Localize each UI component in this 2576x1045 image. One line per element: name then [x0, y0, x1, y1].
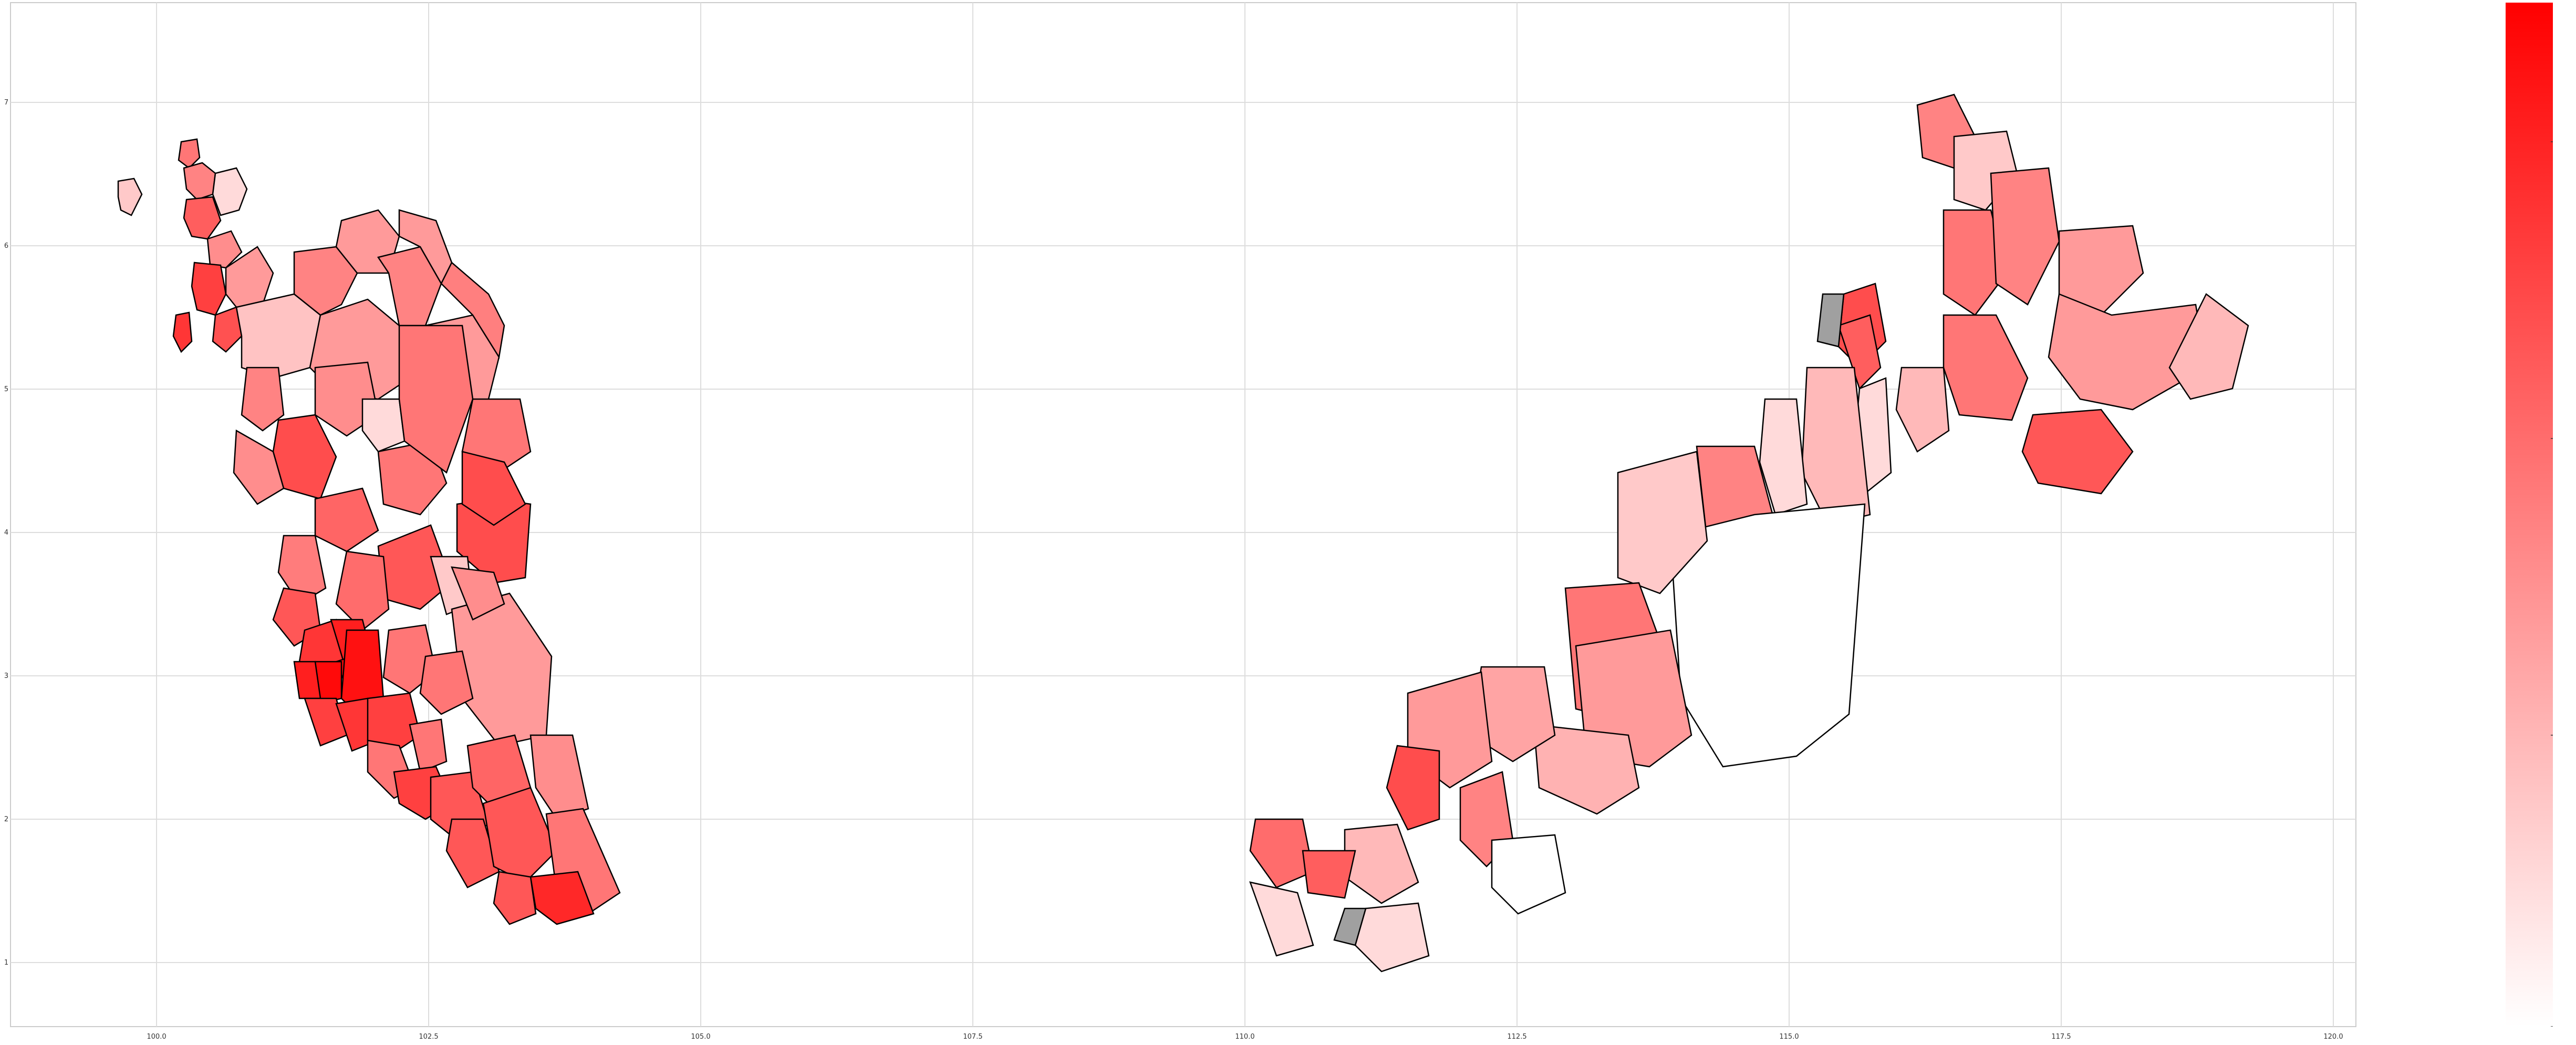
- x-tick-label: 110.0: [1235, 1033, 1254, 1041]
- axes-frame: [10, 2, 2356, 1027]
- district-tawau: [2021, 409, 2134, 495]
- district-ranau: [1943, 209, 2008, 316]
- choropleth-map: 100.0 102.5 105.0 107.5 110.0 112.5 115.0 117.5…: [4, 2, 2356, 1041]
- district-kuantan: [461, 451, 526, 526]
- district-tenom: [1895, 367, 1950, 453]
- district-jempol: [419, 650, 474, 715]
- district-song: [1354, 902, 1430, 973]
- district-mersing: [529, 734, 589, 820]
- y-tick-label: 5: [4, 385, 8, 393]
- district-keningau: [1943, 314, 2029, 421]
- district-lubok-antu: [1249, 881, 1314, 957]
- colorbar-ticks: [2551, 141, 2553, 1027]
- x-tick-label: 105.0: [691, 1033, 710, 1041]
- district-tampin: [409, 718, 448, 773]
- district-dalat: [1302, 850, 1356, 899]
- y-tick-label: 6: [4, 242, 8, 250]
- district-labuan: [1816, 293, 1845, 348]
- district-pontian: [493, 871, 537, 925]
- districts-layer: [117, 93, 2249, 973]
- district-serian: [1344, 823, 1419, 904]
- x-tick-label: 115.0: [1779, 1033, 1799, 1041]
- x-tick-label: 120.0: [2323, 1033, 2343, 1041]
- district-penang: [172, 311, 193, 353]
- district-bentong: [335, 550, 390, 631]
- x-tick-label: 102.5: [419, 1033, 438, 1041]
- x-tick-label: 100.0: [147, 1033, 166, 1041]
- district-kulim: [212, 306, 243, 353]
- district-pekan: [451, 566, 505, 621]
- colorbar: [2506, 3, 2553, 1027]
- y-tick-label: 7: [4, 99, 8, 107]
- district-sandakan: [2058, 225, 2144, 316]
- district-cameron-highlands: [361, 398, 406, 453]
- district-kubang-pasu: [183, 162, 216, 201]
- y-axis-ticks: 1 2 3 4 5 6 7: [4, 99, 8, 967]
- x-tick-label: 117.5: [2051, 1033, 2071, 1041]
- district-larut-matang: [241, 367, 285, 432]
- colorbar-gradient: [2506, 3, 2553, 1027]
- district-kuala-muda: [191, 262, 227, 316]
- district-kapit: [1669, 503, 1866, 768]
- y-tick-label: 4: [4, 529, 8, 537]
- district-batang-padang: [314, 487, 379, 552]
- district-hulu-perak: [235, 293, 321, 379]
- district-seremban: [367, 692, 421, 757]
- district-batu-pahat: [445, 818, 500, 889]
- district-langkawi: [117, 177, 143, 216]
- y-tick-label: 2: [4, 816, 8, 823]
- district-kinabatangan: [2048, 293, 2207, 411]
- district-julau: [1333, 907, 1367, 946]
- y-tick-label: 1: [4, 959, 8, 967]
- x-tick-label: 107.5: [963, 1033, 982, 1041]
- district-perlis: [178, 138, 201, 169]
- district-padang-terap: [212, 167, 248, 216]
- district-jerantut: [398, 325, 474, 474]
- district-lahad-datu: [2168, 293, 2249, 400]
- x-tick-label: 112.5: [1507, 1033, 1526, 1041]
- district-kuching: [1386, 745, 1440, 831]
- district-klang: [293, 661, 321, 699]
- district-kuala-terengganu: [440, 262, 505, 359]
- x-axis-ticks: 100.0 102.5 105.0 107.5 110.0 112.5 115.0 117.5…: [147, 1033, 2343, 1041]
- district-beluran: [1990, 167, 2060, 306]
- district-kota-setar: [183, 196, 222, 240]
- district-song-south: [1491, 834, 1566, 915]
- y-tick-label: 3: [4, 672, 8, 680]
- district-manjung: [233, 429, 285, 505]
- district-sarikei: [1533, 724, 1640, 815]
- district-pendang: [206, 230, 243, 269]
- district-limbang: [1759, 398, 1808, 516]
- district-lundu: [1249, 818, 1314, 889]
- district-dungun: [461, 398, 532, 474]
- district-kluang: [482, 787, 558, 883]
- district-belaga: [1617, 451, 1708, 594]
